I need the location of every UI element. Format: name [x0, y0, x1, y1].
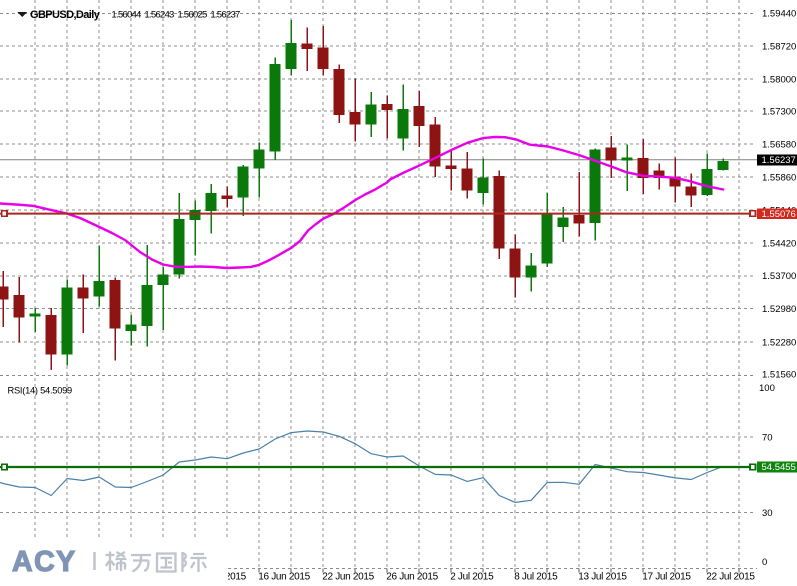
- svg-text:1.59440: 1.59440: [762, 9, 796, 20]
- svg-text:1.54420: 1.54420: [762, 238, 796, 249]
- svg-text:RSI(14) 54.5099: RSI(14) 54.5099: [8, 385, 73, 395]
- svg-text:26 Jun 2015: 26 Jun 2015: [386, 572, 438, 583]
- svg-text:1.55860: 1.55860: [762, 172, 796, 183]
- svg-text:1.52280: 1.52280: [762, 338, 796, 349]
- svg-text:0: 0: [762, 557, 767, 568]
- svg-text:ACY: ACY: [12, 546, 77, 578]
- svg-text:100: 100: [759, 383, 775, 394]
- svg-text:1.56237: 1.56237: [762, 155, 796, 166]
- svg-text:1.55076: 1.55076: [762, 209, 796, 220]
- svg-text:16 Jun 2015: 16 Jun 2015: [258, 572, 310, 583]
- svg-text:1.51560: 1.51560: [762, 370, 796, 381]
- svg-text:13 Jul 2015: 13 Jul 2015: [578, 572, 627, 583]
- svg-text:1.58720: 1.58720: [762, 42, 796, 53]
- svg-text:30: 30: [762, 508, 773, 519]
- svg-text:70: 70: [762, 432, 773, 443]
- svg-text:1.52980: 1.52980: [762, 304, 796, 315]
- svg-text:22 Jun 2015: 22 Jun 2015: [322, 572, 374, 583]
- svg-text:1.56044 1.56243 1.56025 1.5: 1.56044 1.56243 1.56025 1.56237: [111, 10, 240, 21]
- svg-text:8 Jul 2015: 8 Jul 2015: [514, 572, 558, 583]
- svg-text:1.53700: 1.53700: [762, 271, 796, 282]
- svg-text:1.58000: 1.58000: [762, 75, 796, 86]
- svg-text:1.57300: 1.57300: [762, 107, 796, 118]
- svg-text:54.5455: 54.5455: [762, 462, 796, 473]
- svg-text:2 Jul 2015: 2 Jul 2015: [450, 572, 494, 583]
- svg-text:1.56580: 1.56580: [762, 140, 796, 151]
- svg-text:GBPUSD,Daily: GBPUSD,Daily: [30, 9, 101, 21]
- svg-text:22 Jul 2015: 22 Jul 2015: [706, 572, 755, 583]
- svg-text:17 Jul 2015: 17 Jul 2015: [642, 572, 691, 583]
